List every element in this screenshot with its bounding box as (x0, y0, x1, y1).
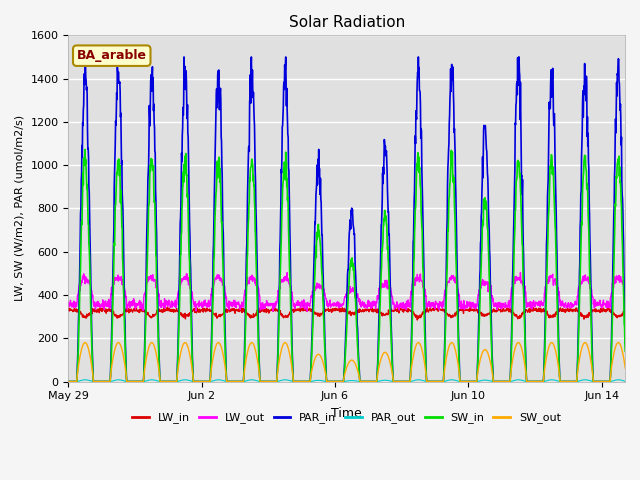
SW_in (80, 161, 88, 167)
SW_out (158, 379, 166, 384)
Line: SW_in: SW_in (68, 149, 635, 382)
PAR_out (369, 379, 377, 384)
SW_out (506, 374, 514, 380)
LW_in (206, 309, 214, 314)
LW_out (303, 309, 311, 314)
SW_in (65, 379, 72, 384)
Legend: LW_in, LW_out, PAR_in, PAR_out, SW_in, SW_out: LW_in, LW_out, PAR_in, PAR_out, SW_in, S… (128, 408, 565, 428)
Y-axis label: LW, SW (W/m2), PAR (umol/m2/s): LW, SW (W/m2), PAR (umol/m2/s) (15, 115, 25, 301)
PAR_out (631, 379, 639, 384)
SW_in (191, 379, 198, 384)
LW_in (394, 304, 402, 310)
SW_out (80, 340, 88, 346)
Line: PAR_out: PAR_out (68, 380, 635, 382)
Title: Solar Radiation: Solar Radiation (289, 15, 405, 30)
PAR_in (180, 54, 188, 60)
PAR_in (506, 373, 514, 379)
Line: LW_out: LW_out (68, 273, 635, 312)
LW_out (206, 303, 214, 309)
LW_out (80, 273, 88, 278)
SW_in (158, 379, 166, 384)
SW_out (207, 374, 214, 380)
LW_out (506, 300, 514, 305)
PAR_out (65, 379, 72, 384)
PAR_in (157, 379, 165, 384)
LW_out (631, 302, 639, 308)
PAR_in (191, 379, 198, 384)
LW_out (369, 302, 377, 308)
LW_out (157, 304, 165, 310)
SW_out (369, 379, 377, 384)
SW_in (369, 379, 377, 384)
Text: BA_arable: BA_arable (77, 49, 147, 62)
Line: LW_in: LW_in (68, 307, 635, 320)
PAR_in (631, 379, 639, 384)
PAR_out (158, 379, 166, 384)
LW_in (190, 308, 198, 313)
X-axis label: Time: Time (332, 407, 362, 420)
PAR_in (207, 373, 214, 379)
LW_in (369, 308, 376, 313)
SW_in (81, 146, 89, 152)
LW_in (65, 308, 72, 313)
PAR_in (65, 379, 72, 384)
PAR_out (80, 377, 88, 383)
SW_out (631, 379, 639, 384)
PAR_out (207, 379, 214, 384)
LW_out (65, 300, 72, 305)
SW_in (207, 375, 214, 381)
LW_out (190, 300, 198, 306)
LW_in (413, 317, 421, 323)
SW_out (81, 340, 89, 346)
Line: PAR_in: PAR_in (68, 57, 635, 382)
LW_in (631, 308, 639, 313)
SW_out (191, 379, 198, 384)
SW_out (65, 379, 72, 384)
PAR_in (80, 77, 88, 83)
LW_in (507, 309, 515, 314)
LW_in (80, 313, 88, 319)
LW_in (157, 308, 165, 313)
SW_in (631, 379, 639, 384)
PAR_out (81, 377, 89, 383)
Line: SW_out: SW_out (68, 343, 635, 382)
LW_out (516, 270, 524, 276)
SW_in (506, 375, 514, 381)
PAR_out (191, 379, 198, 384)
PAR_in (369, 379, 377, 384)
PAR_out (506, 379, 514, 384)
